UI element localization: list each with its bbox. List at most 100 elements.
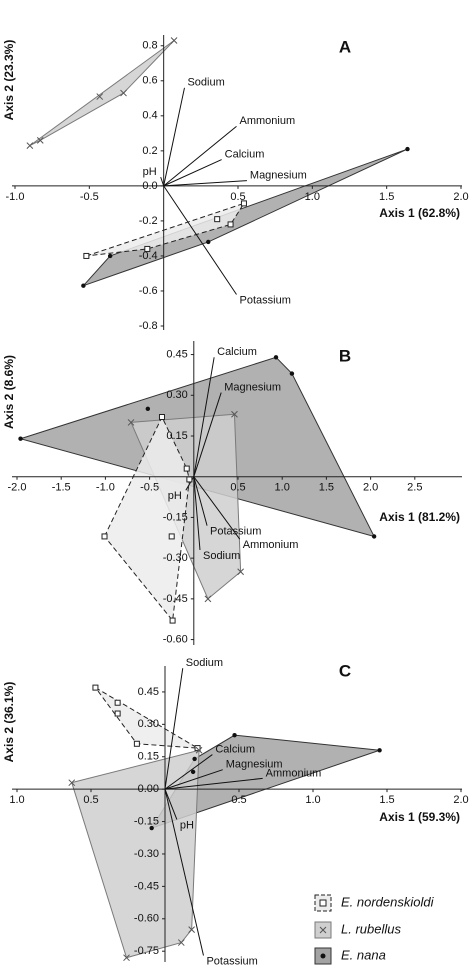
point [177, 939, 185, 946]
x-tick-label: 1.0 [9, 794, 24, 806]
point [96, 93, 104, 100]
point [92, 684, 99, 691]
vector-label: Calcium [225, 149, 265, 161]
point [289, 371, 295, 376]
point [214, 216, 221, 223]
vector-label: pH [143, 166, 157, 178]
point [120, 89, 127, 97]
point [183, 465, 190, 472]
vector-label: Sodium [186, 657, 223, 669]
point [144, 245, 151, 252]
y-tick-label: -0.60 [134, 913, 159, 925]
x-tick-label: 2.0 [453, 191, 468, 203]
vector-label: Ammonium [243, 539, 299, 551]
x-tick-label: -2.0 [8, 482, 27, 494]
y-tick-label: -0.75 [134, 945, 159, 957]
point [227, 221, 234, 228]
vector-label: Ammonium [266, 767, 322, 779]
legend-marker [319, 926, 327, 934]
point [68, 779, 76, 787]
vector-label: Sodium [187, 77, 224, 89]
y-tick-label: -0.8 [139, 320, 158, 332]
point [107, 253, 113, 259]
y-axis-title: Axis 2 (8.6%) [2, 355, 16, 429]
vector [193, 476, 241, 540]
vector-label: Potassium [240, 294, 291, 306]
point [237, 568, 245, 576]
y-tick-label: 0.00 [138, 783, 159, 795]
x-tick-label: -0.5 [140, 482, 159, 494]
vector-label: Calcium [217, 346, 257, 358]
point [83, 252, 90, 259]
point [232, 732, 237, 738]
x-tick-label: 1.5 [379, 794, 394, 806]
x-tick-label: 2.5 [407, 482, 422, 494]
point [158, 414, 165, 420]
point [195, 746, 203, 754]
y-tick-label: 0.4 [142, 110, 157, 122]
vector-label: Magnesium [226, 759, 283, 771]
y-axis-title: Axis 2 (36.1%) [2, 682, 16, 763]
hull [103, 415, 190, 622]
hull [95, 687, 198, 749]
y-tick-label: 0.45 [138, 686, 159, 698]
x-tick-label: 1.5 [379, 191, 394, 203]
point [405, 146, 410, 152]
y-tick-label: -0.15 [134, 815, 159, 827]
point [188, 926, 195, 933]
y-tick-label: 0.2 [142, 145, 157, 157]
x-tick-label: -1.5 [52, 482, 71, 494]
point [192, 756, 197, 762]
point [26, 142, 34, 149]
vector [193, 357, 215, 477]
vector-label: Magnesium [224, 381, 281, 393]
x-tick-label: 0.5 [231, 794, 246, 806]
x-tick-label: 2.0 [453, 794, 468, 806]
x-axis-title: Axis 1 (81.2%) [379, 510, 460, 524]
hull [29, 40, 175, 147]
x-tick-label: 0.5 [230, 482, 245, 494]
vector [163, 159, 222, 187]
x-tick-label: -1.0 [6, 191, 25, 203]
x-tick-label: 1.5 [319, 482, 334, 494]
vector [164, 777, 263, 790]
point [168, 533, 175, 540]
y-axis-title: Axis 2 (23.3%) [2, 40, 16, 121]
x-tick-label: 1.0 [305, 191, 320, 203]
vector [185, 476, 195, 491]
vector-label: Magnesium [250, 170, 307, 182]
y-tick-label: -0.15 [163, 511, 188, 523]
vector-label: pH [168, 490, 182, 502]
point [18, 436, 23, 441]
point [186, 476, 193, 483]
point [127, 419, 135, 426]
vector [164, 789, 204, 956]
y-tick-label: 0.6 [142, 75, 157, 87]
point [377, 748, 382, 753]
y-tick-label: -0.60 [163, 633, 188, 645]
y-tick-label: -0.45 [134, 880, 159, 892]
vector [163, 180, 247, 187]
vector [163, 185, 237, 295]
hull [71, 749, 200, 959]
y-tick-label: -0.4 [139, 250, 158, 262]
panel-label: B [339, 346, 351, 365]
x-tick-label: 0.5 [230, 191, 245, 203]
y-tick-label: 0.15 [166, 430, 187, 442]
hull [86, 202, 246, 257]
y-tick-label: -0.30 [134, 848, 159, 860]
y-tick-label: 0.30 [166, 389, 187, 401]
point [169, 617, 176, 624]
point [240, 200, 247, 207]
vector-label: Sodium [203, 550, 240, 562]
legend-label: E. nana [341, 947, 386, 962]
legend-label: E. nordenskioldi [341, 894, 435, 909]
legend-marker [320, 953, 326, 959]
legend-label: L. rubellus [341, 921, 401, 936]
panel-label: A [339, 37, 351, 56]
hull [83, 148, 408, 287]
vector-label: Ammonium [240, 115, 296, 127]
point [170, 37, 178, 44]
x-axis-title: Axis 1 (59.3%) [379, 810, 460, 824]
